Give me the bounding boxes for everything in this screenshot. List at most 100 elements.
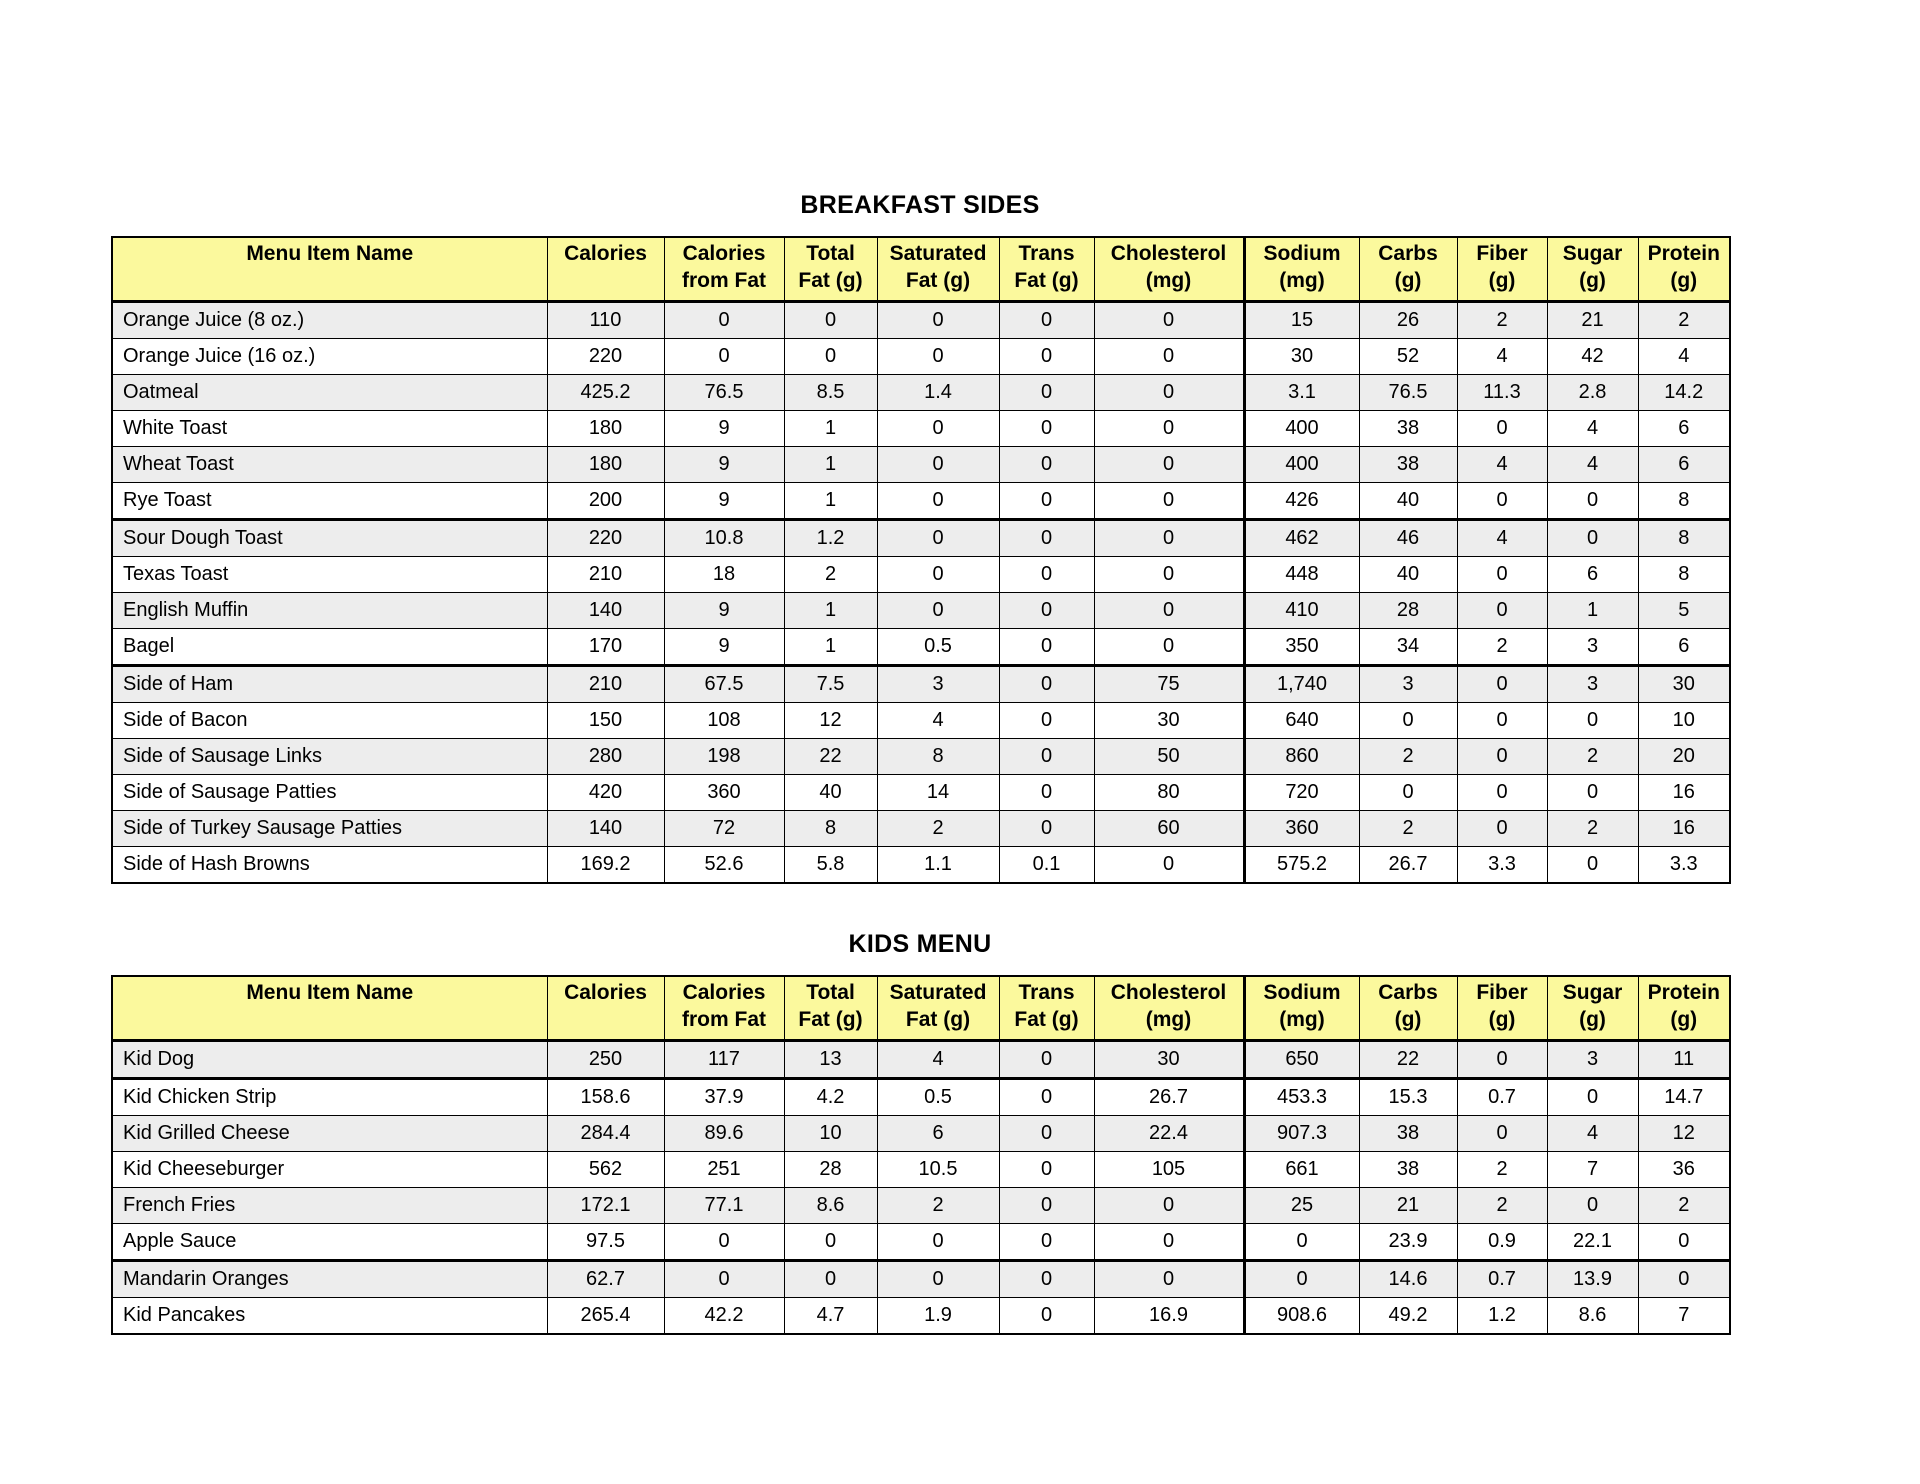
value-cell: 0: [663, 301, 785, 339]
value-cell: 410: [1243, 592, 1360, 629]
column-header: Fiber (g): [1456, 236, 1548, 303]
value-cell: 38: [1358, 446, 1458, 483]
table-row: Side of Hash Browns 169.2 52.6 5.8 1.1 0.1 0 57…: [111, 846, 1731, 884]
value-cell: 8: [1637, 556, 1731, 593]
value-cell: 14.6: [1358, 1260, 1458, 1298]
column-header-line1: Protein: [1647, 981, 1720, 1004]
column-header: Sugar (g): [1546, 236, 1639, 303]
kids-menu-section: KIDS MENU Menu Item Name Calories Calories…: [111, 929, 1731, 1335]
menu-item-name-cell: Bagel: [111, 628, 548, 667]
value-cell: 169.2: [546, 846, 665, 884]
value-cell: 0: [1093, 592, 1246, 629]
value-cell: 140: [546, 592, 665, 629]
menu-item-name-cell: Wheat Toast: [111, 446, 548, 483]
value-cell: 4: [1637, 338, 1731, 375]
value-cell: 0: [998, 374, 1095, 411]
value-cell: 0: [998, 1040, 1095, 1080]
value-cell: 180: [546, 410, 665, 447]
value-cell: 16.9: [1093, 1297, 1246, 1335]
table-header-row: Menu Item Name Calories Calories from Fat To…: [111, 236, 1731, 303]
table-body: Orange Juice (8 oz.) 110 0 0 0 0 0 15 26 2 21 2 Oran…: [111, 301, 1731, 884]
value-cell: 420: [546, 774, 665, 811]
value-cell: 0: [783, 1260, 878, 1298]
value-cell: 21: [1358, 1187, 1458, 1224]
column-header-line1: Calories: [682, 981, 766, 1004]
value-cell: 11.3: [1456, 374, 1548, 411]
value-cell: 0: [1093, 1223, 1246, 1262]
menu-item-name-cell: Orange Juice (16 oz.): [111, 338, 548, 375]
table-row: Orange Juice (8 oz.) 110 0 0 0 0 0 15 26 2 21 2: [111, 301, 1731, 339]
value-cell: 42: [1546, 338, 1639, 375]
value-cell: 40: [783, 774, 878, 811]
value-cell: 0: [1456, 410, 1548, 447]
menu-item-name-cell: Side of Turkey Sausage Patties: [111, 810, 548, 847]
value-cell: 0.7: [1456, 1078, 1548, 1116]
value-cell: 0: [876, 1260, 1000, 1298]
value-cell: 0: [876, 482, 1000, 521]
column-header-line1: Menu Item Name: [246, 242, 414, 265]
value-cell: 720: [1243, 774, 1360, 811]
value-cell: 97.5: [546, 1223, 665, 1262]
value-cell: 284.4: [546, 1115, 665, 1152]
menu-item-name-cell: French Fries: [111, 1187, 548, 1224]
value-cell: 38: [1358, 410, 1458, 447]
value-cell: 0: [876, 519, 1000, 557]
value-cell: 0: [1093, 410, 1246, 447]
value-cell: 0: [876, 338, 1000, 375]
column-header: Cholesterol (mg): [1093, 975, 1246, 1042]
value-cell: 0: [1456, 738, 1548, 775]
column-header-line1: Carbs: [1378, 242, 1438, 265]
value-cell: 25: [1243, 1187, 1360, 1224]
column-header-line1: Fiber: [1476, 981, 1528, 1004]
value-cell: 350: [1243, 628, 1360, 667]
value-cell: 0: [1243, 1223, 1360, 1262]
column-header-line2: Fat (g): [1014, 1008, 1079, 1031]
value-cell: 0: [1546, 774, 1639, 811]
value-cell: 0: [998, 810, 1095, 847]
column-header: Carbs (g): [1358, 975, 1458, 1042]
value-cell: 18: [663, 556, 785, 593]
breakfast-sides-section: BREAKFAST SIDES Menu Item Name Calories Ca…: [111, 190, 1731, 884]
value-cell: 0: [998, 702, 1095, 739]
column-header-line2: Fat (g): [798, 1008, 863, 1031]
value-cell: 0: [1243, 1260, 1360, 1298]
value-cell: 22: [783, 738, 878, 775]
value-cell: 0: [876, 1223, 1000, 1262]
column-header-line2: (g): [1488, 269, 1516, 292]
value-cell: 0: [1546, 519, 1639, 557]
value-cell: 1.2: [1456, 1297, 1548, 1335]
value-cell: 860: [1243, 738, 1360, 775]
value-cell: 0: [1093, 482, 1246, 521]
value-cell: 0: [1456, 482, 1548, 521]
column-header-line1: Sugar: [1562, 242, 1623, 265]
value-cell: 26: [1358, 301, 1458, 339]
value-cell: 0: [998, 519, 1095, 557]
value-cell: 22.4: [1093, 1115, 1246, 1152]
menu-item-name-cell: Mandarin Oranges: [111, 1260, 548, 1298]
value-cell: 3: [876, 665, 1000, 703]
value-cell: 0: [998, 1187, 1095, 1224]
value-cell: 1: [783, 446, 878, 483]
value-cell: 3: [1546, 665, 1639, 703]
column-header-line2: (g): [1670, 269, 1698, 292]
value-cell: 15.3: [1358, 1078, 1458, 1116]
value-cell: 150: [546, 702, 665, 739]
value-cell: 38: [1358, 1151, 1458, 1188]
value-cell: 23.9: [1358, 1223, 1458, 1262]
value-cell: 0: [1093, 1187, 1246, 1224]
value-cell: 30: [1243, 338, 1360, 375]
value-cell: 5.8: [783, 846, 878, 884]
value-cell: 10.5: [876, 1151, 1000, 1188]
column-header-line1: Sodium: [1263, 981, 1341, 1004]
value-cell: 8: [1637, 482, 1731, 521]
value-cell: 426: [1243, 482, 1360, 521]
value-cell: 0.9: [1456, 1223, 1548, 1262]
value-cell: 0: [663, 1223, 785, 1262]
value-cell: 0: [1546, 482, 1639, 521]
value-cell: 180: [546, 446, 665, 483]
menu-item-name-cell: Orange Juice (8 oz.): [111, 301, 548, 339]
header-row: Menu Item Name Calories Calories from Fat To…: [111, 236, 1731, 303]
value-cell: 21: [1546, 301, 1639, 339]
value-cell: 1.4: [876, 374, 1000, 411]
column-header-line2: (g): [1670, 1008, 1698, 1031]
